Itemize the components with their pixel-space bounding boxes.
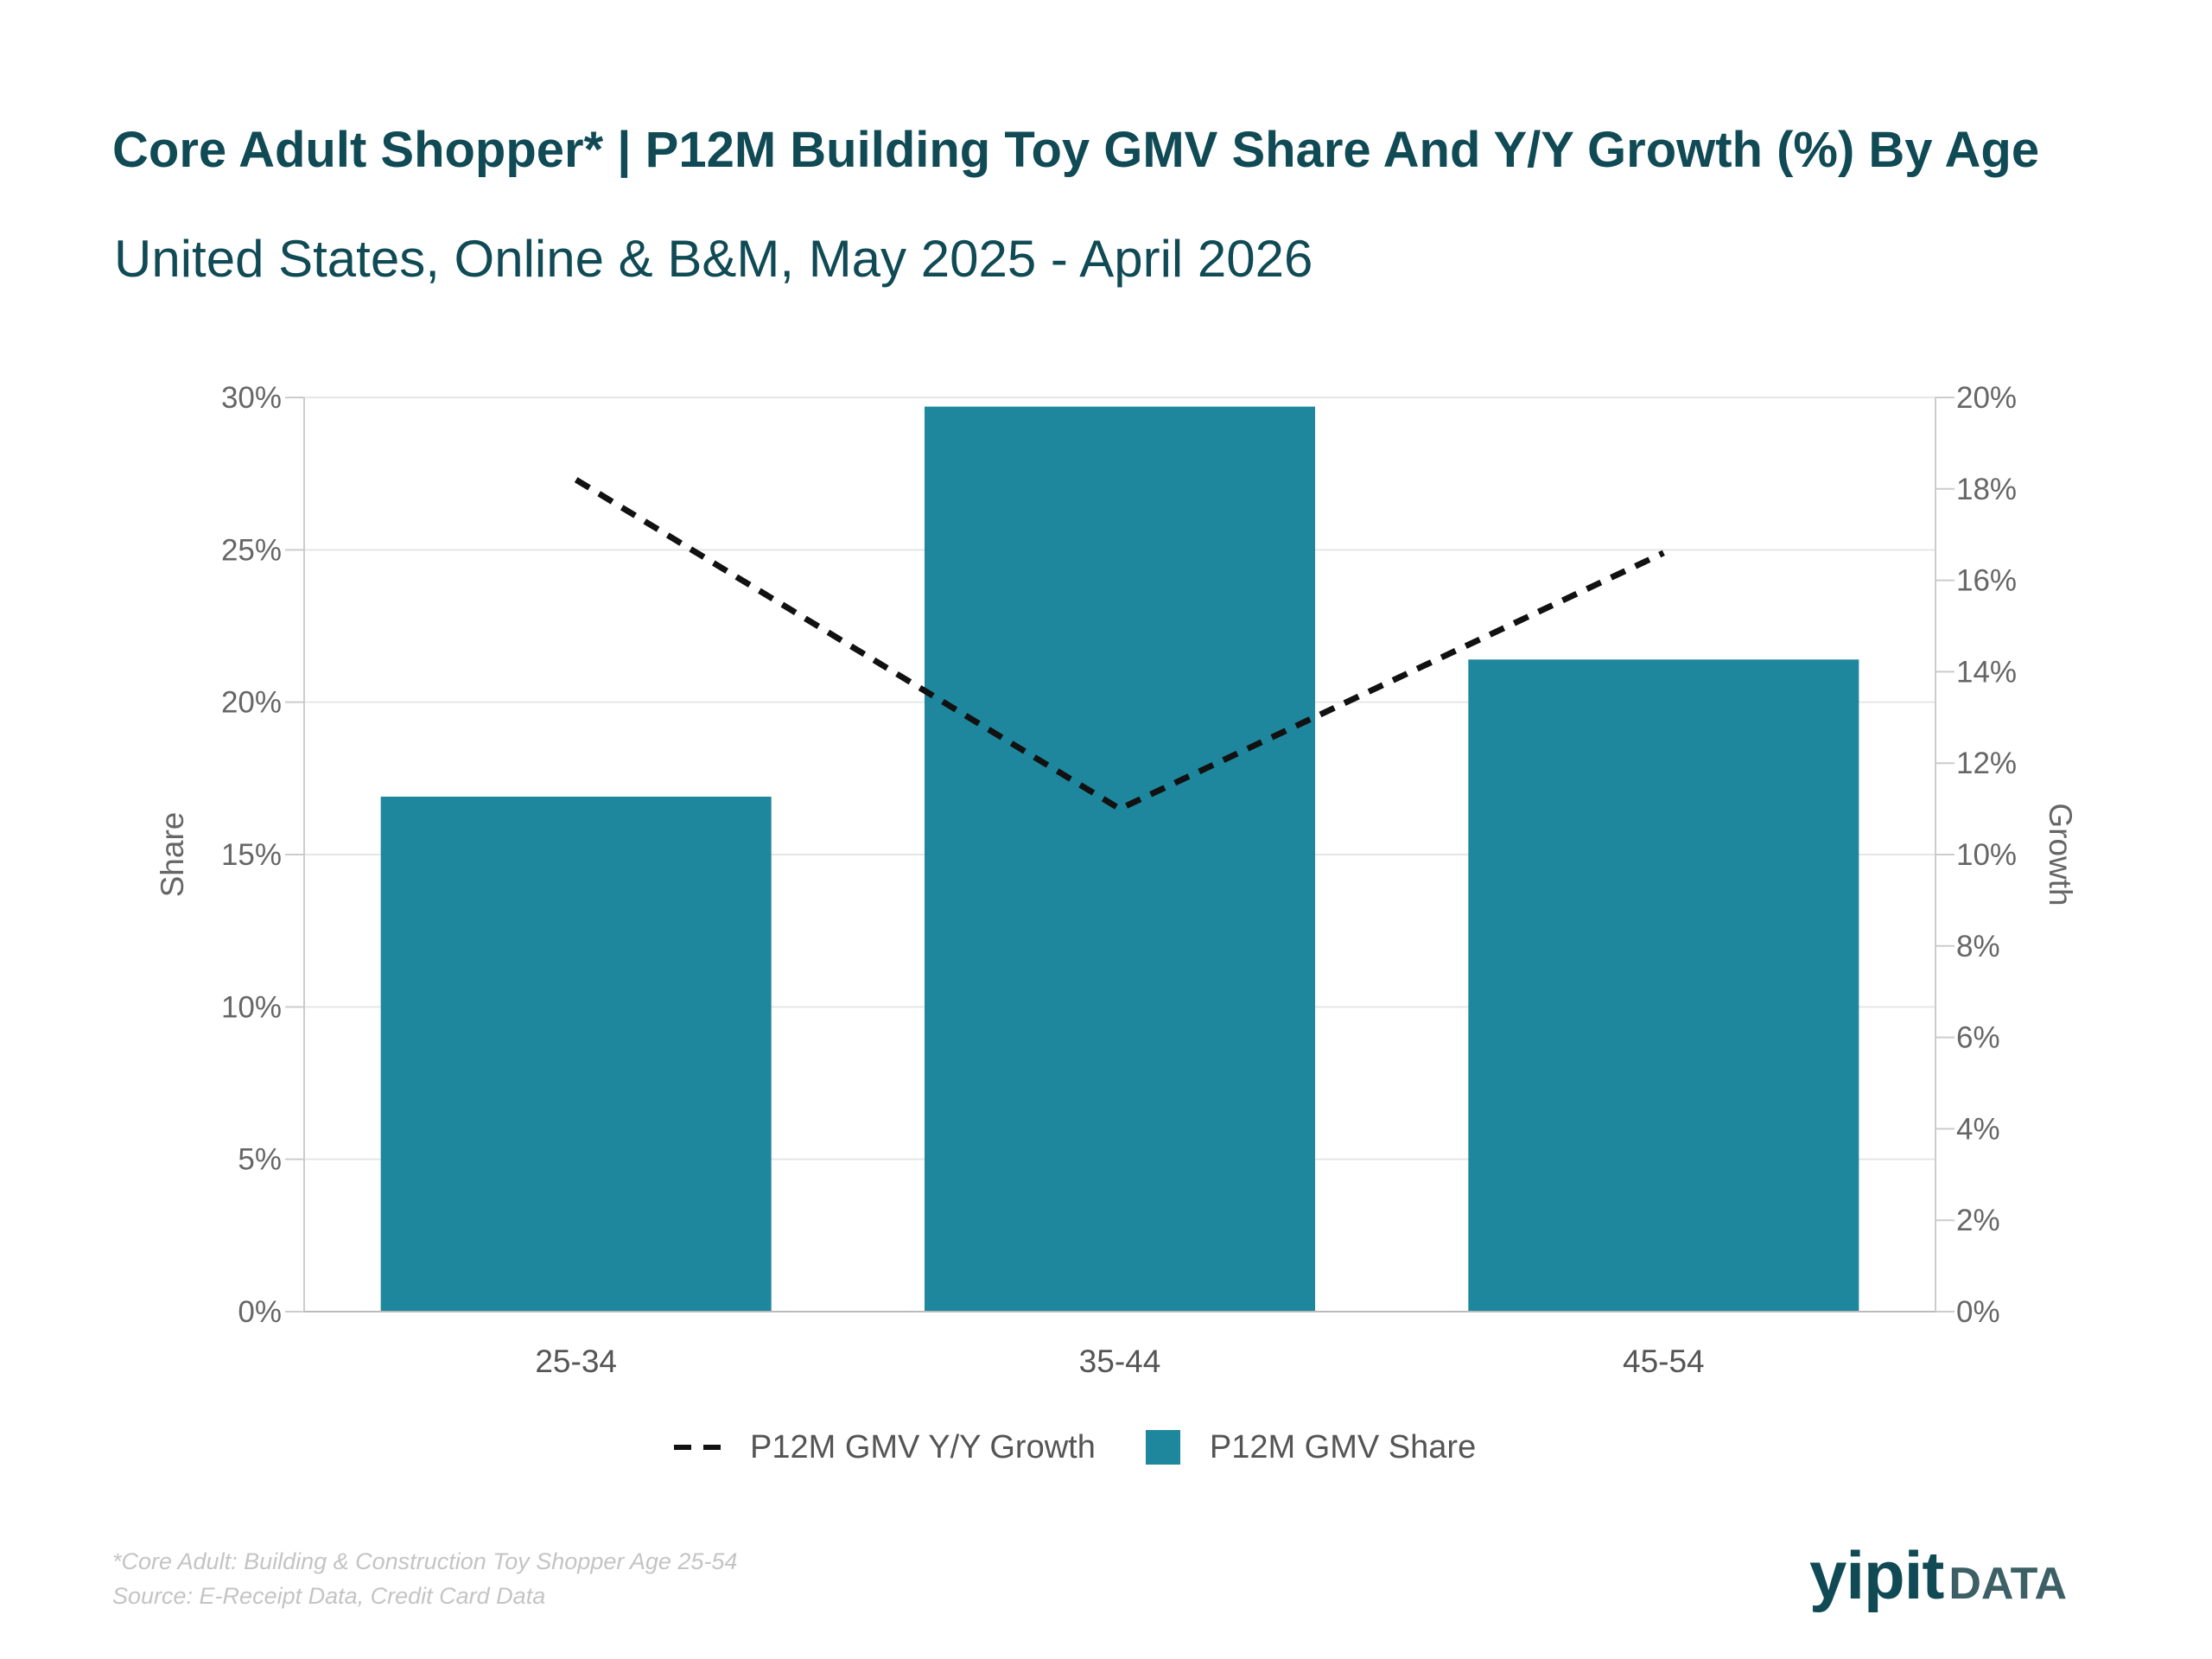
footnote: *Core Adult: Building & Construction Toy… [112,1544,737,1613]
right-tick-label: 14% [1956,655,2017,689]
right-tick-label: 8% [1956,930,2000,963]
right-tick-label: 0% [1956,1295,2000,1329]
legend-swatch-icon [1145,1430,1180,1465]
right-tick-label: 6% [1956,1021,2000,1055]
legend: P12M GMV Y/Y Growth P12M GMV Share [674,1421,1526,1473]
logo-suffix: DATA [1948,1559,2068,1609]
right-tick-label: 20% [1956,381,2017,415]
right-tick-label: 18% [1956,473,2017,506]
legend-item-share: P12M GMV Share [1145,1428,1477,1466]
bar-35-44 [925,406,1315,1313]
right-tick-label: 10% [1956,838,2017,872]
footnote-source: Source: E-Receipt Data, Credit Card Data [112,1583,546,1609]
bar-45-54 [1468,659,1859,1312]
bar-25-34 [380,796,772,1312]
right-tick-label: 16% [1956,564,2017,598]
legend-dash-icon [674,1445,731,1450]
share-bars [380,406,1859,1313]
left-tick-label: 10% [221,990,282,1024]
legend-label-share: P12M GMV Share [1209,1428,1477,1465]
right-tick-label: 2% [1956,1204,2000,1237]
brand-logo: yipit DATA [1809,1536,2067,1615]
legend-label-growth: P12M GMV Y/Y Growth [750,1428,1096,1465]
x-tick-label: 25-34 [535,1344,617,1379]
footnote-definition: *Core Adult: Building & Construction Toy… [112,1548,738,1574]
legend-item-growth: P12M GMV Y/Y Growth [674,1429,1096,1466]
left-tick-label: 15% [221,838,282,872]
axis-labels: 0% 5% 10% 15% 20% 25% 30% 0% 2% 4% 6% 8% 10% 12% 14% 16… [155,381,2078,1379]
x-tick-label: 45-54 [1623,1344,1705,1379]
chart-title: Core Adult Shopper* | P12M Building Toy … [112,122,2040,178]
left-tick-label: 20% [221,686,282,720]
left-tick-label: 25% [221,533,282,567]
axes [285,397,1955,1313]
logo-wordmark: yipit [1809,1537,1944,1613]
left-tick-label: 0% [238,1295,282,1329]
x-tick-label: 35-44 [1079,1344,1161,1379]
left-axis-title: Share [155,812,190,898]
right-tick-label: 4% [1956,1112,2000,1146]
left-tick-label: 5% [238,1143,282,1177]
right-axis-title: Growth [2043,803,2078,906]
chart-subtitle: United States, Online & B&M, May 2025 - … [114,230,1313,288]
right-tick-label: 12% [1956,747,2017,780]
left-tick-label: 30% [221,381,282,415]
